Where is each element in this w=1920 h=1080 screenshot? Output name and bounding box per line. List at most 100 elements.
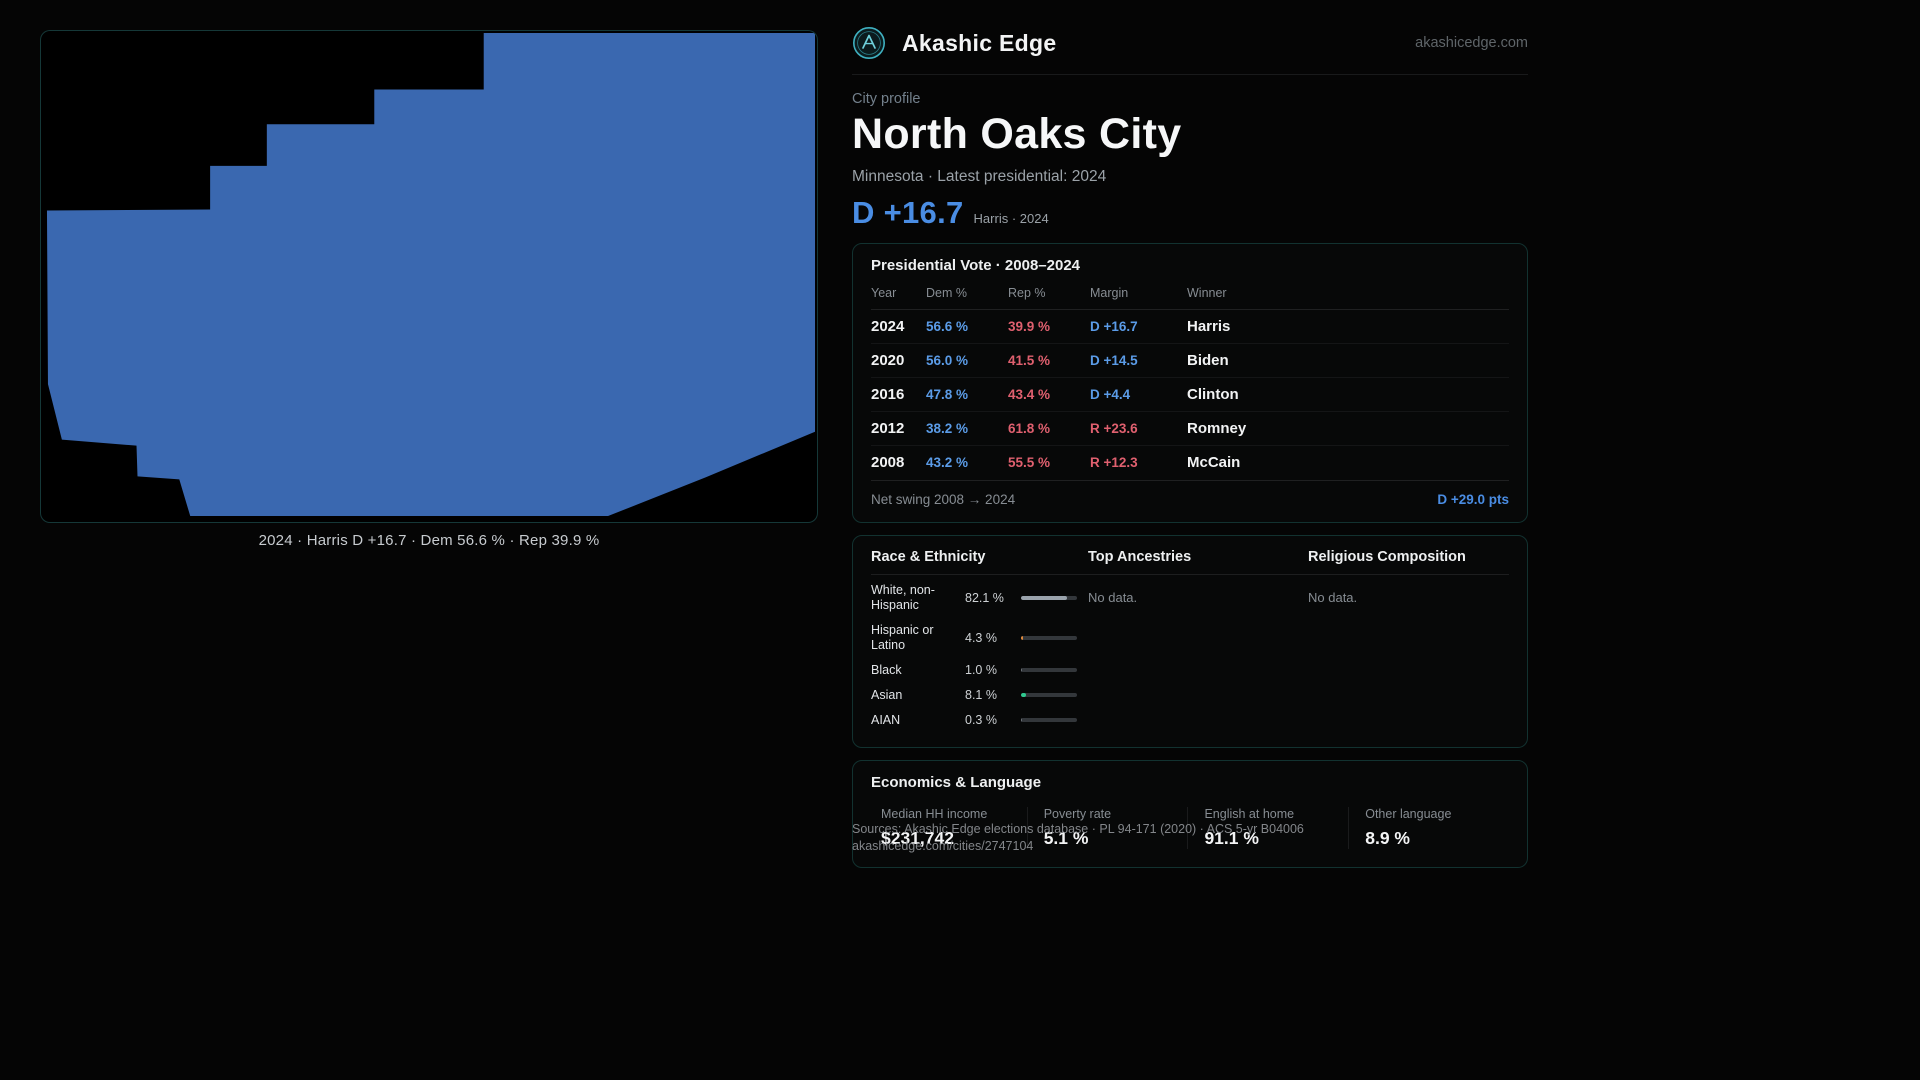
race-bar-fill — [1021, 668, 1022, 673]
race-value: 8.1 % — [965, 688, 997, 703]
race-bar — [1021, 595, 1077, 600]
race-row: Black 1.0 % — [871, 658, 1084, 683]
race-bar-fill — [1021, 693, 1026, 698]
sources-footer: Sources: Akashic Edge elections database… — [852, 821, 1304, 855]
col-year: Year — [871, 280, 926, 311]
map-caption: 2024 · Harris D +16.7 · Dem 56.6 % · Rep… — [258, 532, 600, 549]
col-winner: Winner — [1187, 280, 1509, 311]
religion-title: Religious Composition — [1308, 549, 1509, 575]
lead-margin-row: D +16.7 Harris · 2024 — [852, 195, 1528, 231]
vote-table-header: Year Dem % Rep % Margin Winner — [871, 280, 1509, 311]
rep-cell: 41.5 % — [1008, 343, 1090, 379]
stat-value: 91.1 % — [1204, 827, 1259, 848]
margin-cell: D +14.5 — [1090, 343, 1187, 379]
vote-card-title: Presidential Vote · 2008–2024 — [871, 257, 1081, 275]
race-label: AIAN — [871, 712, 901, 727]
permalink[interactable]: akashicedge.com/cities/2747104 — [852, 838, 1034, 853]
religion-empty: No data. — [1308, 589, 1358, 605]
race-rows: White, non-Hispanic 82.1 % Hispanic or L… — [871, 578, 1088, 733]
race-bar-fill — [1021, 595, 1067, 600]
race-row: Asian 8.1 % — [871, 683, 1084, 708]
city-map — [46, 32, 816, 517]
vote-row: 2012 38.2 % 61.8 % R +23.6 Romney — [871, 411, 1509, 447]
net-swing-row: Net swing 2008 → 2024 D +29.0 pts — [871, 479, 1509, 518]
page-eyebrow: City profile — [852, 91, 921, 107]
stat-other-language: Other language 8.9 % — [1348, 806, 1509, 849]
city-map-panel — [40, 30, 818, 523]
stat-label: Median HH income — [881, 806, 988, 821]
rep-cell: 61.8 % — [1008, 411, 1090, 447]
economics-title: Economics & Language — [871, 773, 1042, 791]
year-cell: 2008 — [871, 454, 905, 472]
site-domain-link[interactable]: akashicedge.com — [1415, 35, 1528, 51]
vote-table: Year Dem % Rep % Margin Winner 2024 56.6… — [871, 280, 1509, 480]
dem-cell: 38.2 % — [926, 411, 1008, 447]
stat-median-income: Median HH income $231,742 — [881, 807, 1027, 849]
presidential-vote-card: Presidential Vote · 2008–2024 Year Dem %… — [852, 243, 1528, 523]
stat-label: Poverty rate — [1043, 806, 1112, 821]
stat-value: 8.9 % — [1365, 827, 1410, 848]
page-subtitle: Minnesota · Latest presidential: 2024 — [852, 168, 1107, 186]
rep-cell: 39.9 % — [1008, 309, 1090, 345]
page-title: North Oaks City — [852, 110, 1182, 158]
demographics-card: Race & Ethnicity White, non-Hispanic 82.… — [852, 534, 1528, 748]
race-bar — [1021, 635, 1077, 640]
economics-stats: Median HH income $231,742 Poverty rate 5… — [871, 806, 1509, 849]
stat-value: $231,742 — [881, 827, 954, 848]
race-row: White, non-Hispanic 82.1 % — [871, 578, 1084, 618]
race-value: 0.3 % — [965, 713, 997, 728]
year-cell: 2020 — [871, 343, 926, 379]
sources-line: Sources: Akashic Edge elections database… — [852, 822, 1304, 836]
race-value: 1.0 % — [965, 663, 997, 678]
winner-cell: Clinton — [1187, 377, 1509, 413]
race-label: Hispanic or Latino — [871, 622, 934, 652]
brand-name: Akashic Edge — [902, 29, 1057, 56]
race-ethnicity-column: Race & Ethnicity White, non-Hispanic 82.… — [871, 549, 1088, 733]
margin-cell: D +4.4 — [1090, 377, 1187, 413]
race-bar-fill — [1021, 635, 1024, 640]
stat-poverty-rate: Poverty rate 5.1 % — [1026, 806, 1188, 849]
brand-logo-icon — [853, 27, 885, 59]
economics-card: Economics & Language Median HH income $2… — [852, 759, 1528, 868]
race-bar — [1021, 693, 1077, 698]
year-cell: 2012 — [871, 411, 926, 447]
lead-margin-value: D +16.7 — [852, 195, 964, 231]
ancestries-title: Top Ancestries — [1088, 549, 1308, 575]
site-header: Akashic Edge akashicedge.com — [852, 0, 1528, 75]
race-label: Asian — [871, 687, 903, 702]
col-rep: Rep % — [1008, 280, 1090, 311]
col-dem: Dem % — [926, 280, 1008, 311]
stat-english-at-home: English at home 91.1 % — [1187, 806, 1348, 849]
race-label: White, non-Hispanic — [871, 582, 935, 612]
race-row: AIAN 0.3 % — [871, 708, 1084, 733]
dem-cell: 43.2 % — [926, 455, 969, 471]
race-bar — [1021, 718, 1077, 723]
vote-row: 2008 43.2 % 55.5 % R +12.3 McCain — [871, 446, 1509, 480]
race-value: 4.3 % — [965, 630, 997, 645]
rep-cell: 55.5 % — [1008, 455, 1051, 471]
winner-cell: McCain — [1187, 454, 1241, 472]
vote-row: 2016 47.8 % 43.4 % D +4.4 Clinton — [871, 377, 1509, 413]
dem-cell: 56.0 % — [926, 343, 1008, 379]
dem-cell: 56.6 % — [926, 309, 1008, 345]
net-swing-label: Net swing 2008 → 2024 — [871, 491, 1016, 507]
race-label: Black — [871, 662, 902, 677]
vote-row: 2020 56.0 % 41.5 % D +14.5 Biden — [871, 343, 1509, 379]
margin-cell: R +23.6 — [1090, 411, 1187, 447]
year-cell: 2016 — [871, 377, 926, 413]
margin-cell: D +16.7 — [1090, 309, 1187, 345]
race-row: Hispanic or Latino 4.3 % — [871, 618, 1084, 658]
religion-column: Religious Composition No data. — [1308, 549, 1509, 733]
stat-label: Other language — [1365, 806, 1452, 821]
ancestries-empty: No data. — [1088, 589, 1138, 605]
race-ethnicity-title: Race & Ethnicity — [871, 549, 1088, 575]
profile-panel: Akashic Edge akashicedge.com City profil… — [852, 0, 1528, 868]
net-swing-value: D +29.0 pts — [1437, 491, 1509, 507]
rep-cell: 43.4 % — [1008, 377, 1090, 413]
stat-value: 5.1 % — [1043, 827, 1089, 848]
winner-cell: Harris — [1187, 309, 1509, 345]
stat-label: English at home — [1204, 806, 1295, 821]
dem-cell: 47.8 % — [926, 377, 1008, 413]
vote-row: 2024 56.6 % 39.9 % D +16.7 Harris — [871, 309, 1509, 345]
city-boundary-shape — [46, 32, 816, 517]
